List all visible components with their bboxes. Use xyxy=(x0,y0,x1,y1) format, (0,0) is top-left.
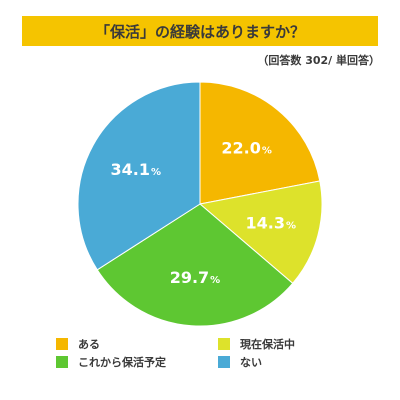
title-bar: 「保活」の経験はありますか？ xyxy=(22,16,378,46)
pie-label-aru: 22.0% xyxy=(221,139,272,158)
pie-label-unit-aru: % xyxy=(262,146,272,157)
pie-slice-aru xyxy=(199,81,321,205)
pie-label-value-nai: 34.1 xyxy=(111,160,150,179)
pie-label-unit-nai: % xyxy=(151,167,161,178)
pie-label-unit-current: % xyxy=(286,221,296,232)
pie-label-planned: 29.7% xyxy=(170,268,221,287)
pie-label-unit-planned: % xyxy=(210,275,220,286)
pie-label-nai: 34.1% xyxy=(111,160,162,179)
pie-label-value-aru: 22.0 xyxy=(221,139,260,158)
pie-label-value-planned: 29.7 xyxy=(170,268,209,287)
pie-slice-current xyxy=(198,180,323,285)
chart-title: 「保活」の経験はありますか？ xyxy=(94,22,305,41)
response-count-note: （回答数 302/ 単回答） xyxy=(257,54,380,67)
pie-slice-planned xyxy=(96,203,294,327)
pie-label-current: 14.3% xyxy=(246,214,297,233)
pie-slice-nai xyxy=(77,81,201,271)
pie-label-value-current: 14.3 xyxy=(246,214,285,233)
